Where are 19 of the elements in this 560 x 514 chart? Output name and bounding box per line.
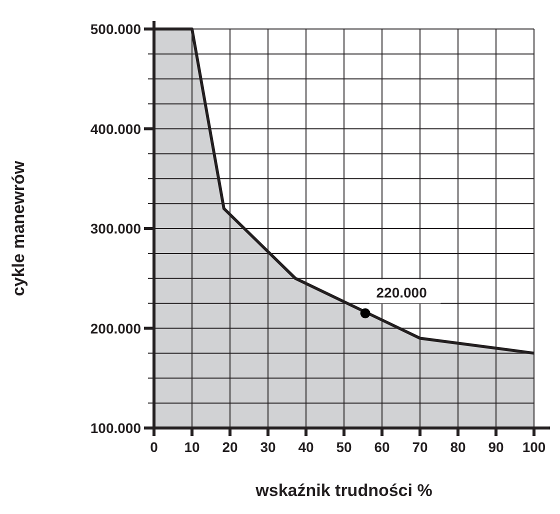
x-tick-label: 100 <box>522 439 546 455</box>
x-tick-label: 20 <box>222 439 238 455</box>
x-tick-label: 80 <box>450 439 466 455</box>
x-axis-title: wskaźnik trudności % <box>254 481 432 500</box>
y-tick-label: 100.000 <box>90 420 142 436</box>
y-tick-label: 400.000 <box>90 120 142 137</box>
y-tick-label: 200.000 <box>90 320 142 336</box>
x-tick-label: 40 <box>298 439 314 455</box>
x-tick-label: 60 <box>374 439 390 455</box>
y-tick-label: 500.000 <box>90 21 142 37</box>
x-tick-label: 50 <box>336 439 352 455</box>
y-tick-label: 300.000 <box>90 220 142 236</box>
x-tick-label: 70 <box>412 439 428 455</box>
x-tick-label: 90 <box>488 439 504 455</box>
x-tick-label: 30 <box>260 439 276 455</box>
y-axis-title: cykle manewrów <box>9 160 28 296</box>
x-tick-label: 0 <box>150 439 158 455</box>
annotation: 220.000 <box>376 284 428 300</box>
x-tick-label: 10 <box>184 439 200 455</box>
